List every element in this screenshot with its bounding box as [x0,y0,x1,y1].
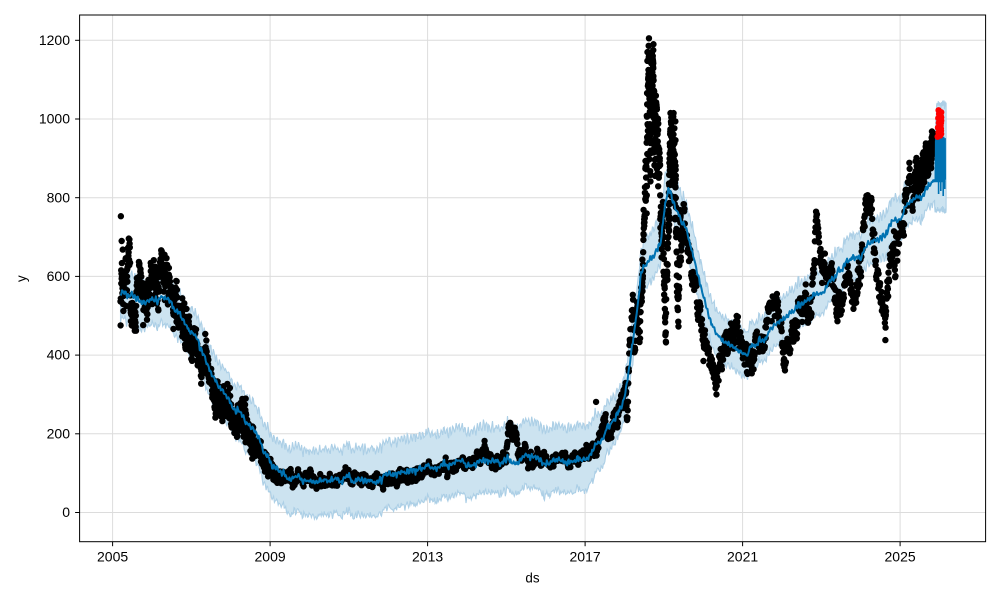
svg-text:2013: 2013 [412,549,443,565]
svg-text:200: 200 [47,425,71,441]
svg-text:1200: 1200 [39,32,70,48]
svg-text:0: 0 [62,504,70,520]
svg-text:2021: 2021 [727,549,758,565]
svg-text:2017: 2017 [570,549,601,565]
svg-text:1000: 1000 [39,111,70,127]
svg-text:400: 400 [47,347,71,363]
svg-text:ds: ds [525,571,539,586]
svg-text:800: 800 [47,189,71,205]
svg-text:2005: 2005 [97,549,128,565]
svg-text:2025: 2025 [885,549,916,565]
svg-text:2009: 2009 [255,549,286,565]
svg-text:600: 600 [47,268,71,284]
svg-text:y: y [14,275,29,282]
